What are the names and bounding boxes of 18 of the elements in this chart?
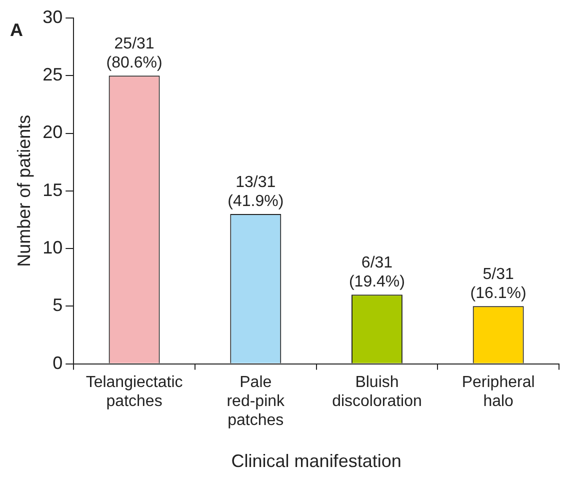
text: A — [10, 20, 23, 40]
x-tick-label: Telangiectatic patches — [86, 374, 183, 410]
y-axis-title: Number of patients — [14, 114, 34, 267]
y-tick-label: 20 — [42, 122, 63, 142]
y-tick-label: 10 — [42, 238, 63, 258]
data-label: 6/31 (19.4%) — [348, 254, 405, 291]
data-label: 5/31 (16.1%) — [470, 266, 526, 302]
y-tick-label: 15 — [42, 180, 63, 200]
y-tick-label: 30 — [42, 6, 63, 27]
y-tick-label: 0 — [52, 352, 63, 373]
x-axis-title: Clinical manifestation — [231, 451, 402, 472]
x-tick-label: Peripheral halo — [462, 374, 535, 410]
x-tick-label: Bluish discoloration — [332, 374, 422, 410]
data-label: 13/31 (41.9%) — [228, 174, 284, 210]
data-label: 25/31 (80.6%) — [106, 36, 162, 72]
x-tick-label: Pale red-pink patches — [226, 374, 286, 430]
y-tick-label: 5 — [52, 295, 63, 316]
y-tick-label: 25 — [42, 64, 63, 85]
